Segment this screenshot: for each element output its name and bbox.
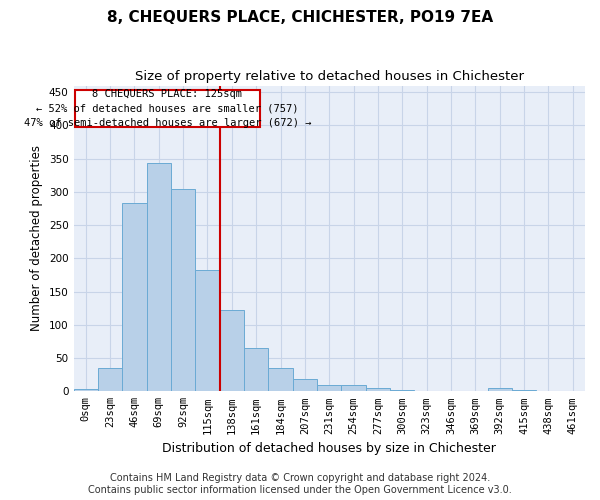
FancyBboxPatch shape	[75, 90, 260, 127]
Bar	[536, 390, 560, 392]
Bar	[122, 203, 146, 392]
Bar	[488, 388, 512, 392]
Bar	[341, 384, 366, 392]
X-axis label: Distribution of detached houses by size in Chichester: Distribution of detached houses by size …	[163, 442, 496, 455]
Bar	[390, 390, 415, 392]
Y-axis label: Number of detached properties: Number of detached properties	[31, 146, 43, 332]
Bar	[220, 310, 244, 392]
Bar	[244, 348, 268, 392]
Text: Contains HM Land Registry data © Crown copyright and database right 2024.
Contai: Contains HM Land Registry data © Crown c…	[88, 474, 512, 495]
Bar	[171, 188, 195, 392]
Bar	[146, 164, 171, 392]
Bar	[415, 390, 439, 392]
Bar	[366, 388, 390, 392]
Text: 8, CHEQUERS PLACE, CHICHESTER, PO19 7EA: 8, CHEQUERS PLACE, CHICHESTER, PO19 7EA	[107, 10, 493, 25]
Bar	[317, 384, 341, 392]
Bar	[512, 390, 536, 392]
Title: Size of property relative to detached houses in Chichester: Size of property relative to detached ho…	[135, 70, 524, 83]
Text: 8 CHEQUERS PLACE: 125sqm
← 52% of detached houses are smaller (757)
47% of semi-: 8 CHEQUERS PLACE: 125sqm ← 52% of detach…	[23, 88, 311, 128]
Bar	[268, 368, 293, 392]
Bar	[293, 378, 317, 392]
Bar	[74, 390, 98, 392]
Bar	[463, 390, 488, 392]
Bar	[195, 270, 220, 392]
Bar	[98, 368, 122, 392]
Bar	[439, 390, 463, 392]
